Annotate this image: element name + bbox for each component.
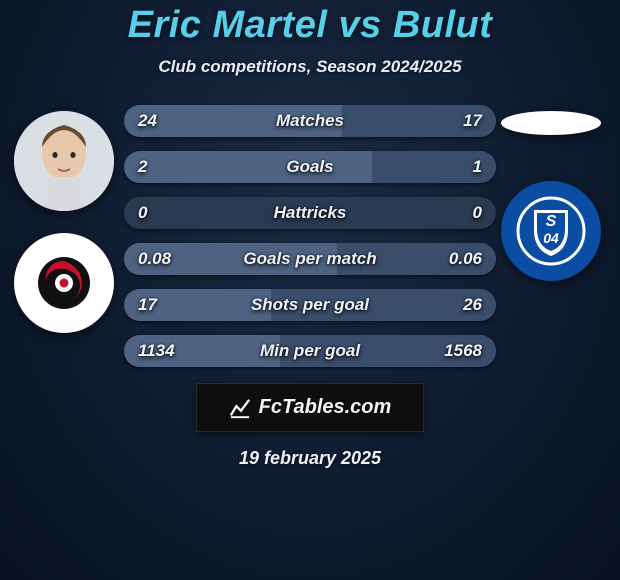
content-row: 2417Matches 21Goals 0 0Hattricks 0.080.06Goa… xyxy=(0,105,620,367)
chart-line-icon xyxy=(229,397,251,419)
stat-value-left: 0 xyxy=(138,197,147,229)
svg-text:04: 04 xyxy=(543,230,559,246)
shield-s04-icon: S 04 xyxy=(516,196,586,266)
bar-fill-left xyxy=(124,151,372,183)
bar-fill-left xyxy=(124,335,280,367)
player2-club-badge: S 04 xyxy=(501,181,601,281)
bar-fill-left xyxy=(124,243,337,275)
svg-text:S: S xyxy=(546,213,557,230)
bar-fill-right xyxy=(280,335,496,367)
player1-name: Eric Martel xyxy=(128,4,328,46)
subtitle: Club competitions, Season 2024/2025 xyxy=(158,57,461,77)
bar-fill-right xyxy=(271,289,496,321)
vs-label: vs xyxy=(338,4,381,46)
stat-bars: 2417Matches 21Goals 0 0Hattricks 0.080.06Goa… xyxy=(120,105,500,367)
brand-badge: FcTables.com xyxy=(196,383,425,432)
player2-name: Bulut xyxy=(393,4,493,46)
stat-row: 1726Shots per goal xyxy=(124,289,496,321)
player2-portrait xyxy=(501,111,601,135)
stat-row: 0 0Hattricks xyxy=(124,197,496,229)
comparison-card: Eric Martel vs Bulut Club competitions, … xyxy=(0,0,620,580)
stat-row: 21Goals xyxy=(124,151,496,183)
left-side xyxy=(0,105,120,333)
stat-row: 11341568Min per goal xyxy=(124,335,496,367)
bar-fill-right xyxy=(342,105,496,137)
date-text: 19 february 2025 xyxy=(239,448,381,469)
stat-label: Hattricks xyxy=(124,197,496,229)
player1-portrait xyxy=(14,111,114,211)
bar-fill-left xyxy=(124,105,342,137)
stat-value-right: 0 xyxy=(473,197,482,229)
stat-row: 0.080.06Goals per match xyxy=(124,243,496,275)
title: Eric Martel vs Bulut xyxy=(128,4,493,47)
face-icon xyxy=(14,111,114,211)
bar-fill-right xyxy=(372,151,496,183)
brand-text: FcTables.com xyxy=(259,396,392,419)
bar-fill-right xyxy=(337,243,496,275)
hurricane-icon xyxy=(34,253,94,313)
stat-row: 2417Matches xyxy=(124,105,496,137)
player1-club-badge xyxy=(14,233,114,333)
bar-fill-left xyxy=(124,289,271,321)
right-side: S 04 xyxy=(500,105,620,281)
